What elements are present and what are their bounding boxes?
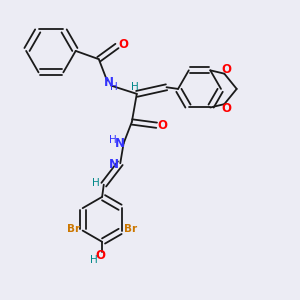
Text: O: O — [118, 38, 128, 51]
Text: N: N — [104, 76, 114, 89]
Text: H: H — [110, 82, 118, 92]
Text: H: H — [131, 82, 139, 92]
Text: N: N — [109, 158, 119, 171]
Text: Br: Br — [67, 224, 80, 234]
Text: H: H — [92, 178, 99, 188]
Text: O: O — [221, 63, 231, 76]
Text: H: H — [109, 135, 117, 145]
Text: N: N — [115, 137, 124, 150]
Text: H: H — [90, 255, 98, 265]
Text: O: O — [221, 102, 231, 115]
Text: Br: Br — [124, 224, 137, 234]
Text: O: O — [95, 249, 106, 262]
Text: O: O — [158, 119, 167, 132]
